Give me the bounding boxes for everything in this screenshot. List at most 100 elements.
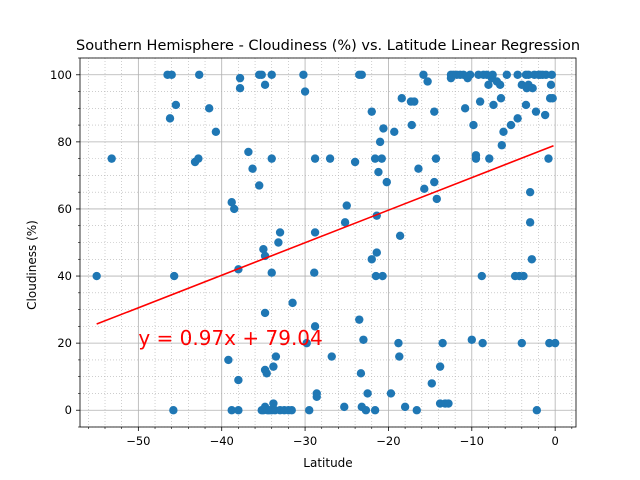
- data-point: [374, 167, 383, 177]
- data-point: [350, 157, 360, 167]
- x-tick-label: −30: [293, 434, 317, 448]
- data-point: [541, 70, 551, 79]
- data-point: [235, 83, 245, 93]
- data-point: [260, 80, 270, 90]
- data-point: [484, 80, 493, 90]
- data-point: [379, 124, 388, 133]
- data-point: [394, 338, 403, 348]
- data-point: [287, 406, 296, 415]
- regression-line: [96, 144, 554, 325]
- data-point: [382, 177, 391, 187]
- data-point: [357, 70, 366, 79]
- data-point: [517, 338, 527, 348]
- data-point: [475, 97, 485, 106]
- data-point: [310, 322, 320, 331]
- data-point: [527, 255, 537, 264]
- data-point: [502, 70, 512, 79]
- data-point: [496, 94, 506, 103]
- data-point: [227, 198, 236, 207]
- data-point: [477, 271, 487, 281]
- data-point: [325, 154, 335, 163]
- data-point: [165, 114, 175, 123]
- data-point: [414, 164, 423, 173]
- data-point: [267, 268, 276, 277]
- data-point: [513, 70, 522, 79]
- data-point: [211, 127, 221, 136]
- data-point: [467, 335, 476, 344]
- data-point: [420, 184, 429, 194]
- data-point: [499, 127, 508, 136]
- data-point: [367, 107, 376, 116]
- data-point: [342, 201, 351, 210]
- y-tick-label: 40: [57, 269, 72, 283]
- data-point: [267, 154, 276, 163]
- data-point: [506, 120, 516, 130]
- data-point: [372, 248, 381, 257]
- data-point: [267, 70, 276, 79]
- y-tick-label: 0: [65, 403, 72, 417]
- chart-title: Southern Hemisphere - Cloudiness (%) vs.…: [76, 38, 580, 54]
- data-points: [92, 70, 560, 415]
- data-point: [169, 271, 179, 281]
- data-point: [431, 154, 441, 163]
- data-point: [407, 120, 416, 130]
- data-point: [361, 406, 371, 415]
- data-point: [234, 406, 243, 415]
- data-point: [310, 228, 320, 237]
- data-point: [255, 181, 264, 190]
- y-axis-label: Cloudiness (%): [25, 220, 39, 310]
- data-point: [521, 100, 531, 110]
- data-point: [269, 362, 278, 371]
- data-point: [545, 338, 554, 348]
- y-tick-label: 80: [57, 135, 72, 149]
- data-point: [260, 308, 270, 318]
- data-point: [195, 70, 204, 79]
- data-point: [288, 298, 297, 308]
- data-point: [412, 406, 421, 415]
- data-point: [395, 231, 405, 240]
- data-point: [259, 245, 268, 254]
- data-point: [488, 70, 497, 79]
- data-point: [548, 94, 557, 103]
- data-point: [378, 271, 387, 281]
- data-point: [386, 389, 396, 398]
- data-point: [169, 406, 178, 415]
- data-point: [370, 154, 380, 163]
- data-point: [300, 87, 310, 96]
- data-point: [524, 70, 533, 79]
- data-point: [519, 271, 528, 281]
- x-axis-label: Latitude: [303, 456, 352, 470]
- data-point: [465, 70, 475, 79]
- data-point: [92, 271, 101, 281]
- data-point: [107, 154, 116, 163]
- data-point: [375, 137, 385, 147]
- x-tick-label: 0: [551, 434, 558, 448]
- data-point: [497, 141, 507, 150]
- data-point: [546, 80, 556, 90]
- data-point: [531, 107, 541, 116]
- data-point: [495, 80, 505, 90]
- data-point: [299, 70, 308, 79]
- data-point: [171, 100, 181, 110]
- data-point: [327, 352, 336, 361]
- data-point: [359, 335, 368, 344]
- x-tick-label: −50: [126, 434, 150, 448]
- data-point: [234, 375, 243, 385]
- data-point: [525, 187, 535, 197]
- x-tick-label: −40: [210, 434, 234, 448]
- data-point: [550, 338, 560, 348]
- data-point: [438, 338, 447, 348]
- data-point: [410, 97, 419, 106]
- data-point: [540, 110, 550, 120]
- data-point: [310, 154, 320, 163]
- data-point: [532, 406, 542, 415]
- data-point: [419, 70, 428, 79]
- x-tick-label: −20: [376, 434, 400, 448]
- data-point: [367, 255, 376, 264]
- data-point: [547, 70, 557, 79]
- data-point: [513, 114, 522, 123]
- data-point: [194, 154, 203, 163]
- y-tick-label: 100: [50, 68, 72, 82]
